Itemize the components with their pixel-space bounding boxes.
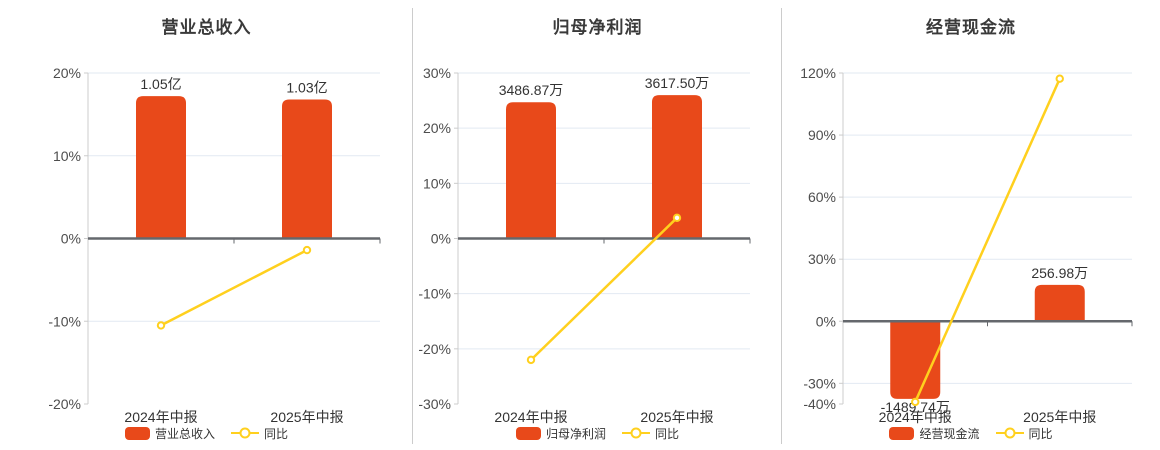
bar-2[interactable] xyxy=(1034,284,1085,322)
bar-value-label: 3486.87万 xyxy=(499,82,564,98)
bar-value-label: 256.98万 xyxy=(1031,265,1088,281)
category-label: 2024年中报 xyxy=(124,409,197,425)
bar-2[interactable] xyxy=(282,99,332,239)
bar-1[interactable] xyxy=(890,321,941,399)
yoy-line-point[interactable] xyxy=(302,245,312,255)
chart-panel-cash-flow: 经营现金流 120% 90% 60% 30% 0% -30% -40% -1489.74万 25… xyxy=(782,0,1160,450)
bar-swatch-icon xyxy=(124,426,150,440)
bar-swatch-icon xyxy=(889,426,915,440)
bar-value-label: -1489.74万 xyxy=(881,399,950,415)
bar-value-label: 1.03亿 xyxy=(286,79,327,95)
chart-panel-revenue: 营业总收入 20% 10% 0% -10% -20% 1.05亿 1.03亿 2024年中报 2… xyxy=(0,0,413,450)
chart-legend-revenue: 营业总收入 同比 xyxy=(0,425,413,441)
y-tick-label: 120% xyxy=(800,65,836,81)
chart-plot-cash-flow: 120% 90% 60% 30% 0% -30% -40% -1489.74万 256.98万 2… xyxy=(800,65,1133,425)
legend-label-line-series: 同比 xyxy=(264,426,289,441)
yoy-line-point[interactable] xyxy=(156,321,166,330)
yoy-line-marker-icon xyxy=(622,427,650,439)
legend-label-bar-series: 经营现金流 xyxy=(919,426,980,441)
category-label: 2025年中报 xyxy=(270,409,343,425)
yoy-line[interactable] xyxy=(160,248,308,327)
yoy-line-point[interactable] xyxy=(1055,74,1064,83)
y-tick-label: 0% xyxy=(431,231,451,247)
legend-label-line-series: 同比 xyxy=(1028,426,1053,441)
chart-panel-net-profit: 归母净利润 30% 20% 10% 0% -10% -20% -30% 3486.87万 361… xyxy=(413,0,782,450)
y-tick-label: -10% xyxy=(48,313,81,329)
y-tick-label: 10% xyxy=(53,148,81,164)
chart-legend-net-profit: 归母净利润 同比 xyxy=(413,425,782,441)
bar-1[interactable] xyxy=(506,102,556,239)
y-tick-label: 0% xyxy=(61,231,81,247)
y-tick-label: 30% xyxy=(808,251,836,267)
category-label: 2025年中报 xyxy=(640,409,713,425)
yoy-line-marker-icon xyxy=(231,427,259,439)
legend-item-bar-series[interactable]: 营业总收入 xyxy=(124,425,215,442)
y-tick-label: 90% xyxy=(808,127,836,143)
legend-item-bar-series[interactable]: 经营现金流 xyxy=(889,425,980,442)
yoy-line-point[interactable] xyxy=(526,355,536,365)
yoy-line[interactable] xyxy=(914,78,1061,403)
yoy-line[interactable] xyxy=(530,216,678,361)
chart-title-cash-flow: 经营现金流 xyxy=(926,18,1016,37)
chart-title-revenue: 营业总收入 xyxy=(161,18,252,37)
bar-swatch-icon xyxy=(515,426,541,440)
y-tick-label: 0% xyxy=(816,313,836,329)
bar-value-label: 1.05亿 xyxy=(140,76,181,92)
y-tick-label: 10% xyxy=(423,175,451,191)
y-tick-label: -20% xyxy=(418,341,451,357)
y-tick-label: -30% xyxy=(418,396,451,412)
bar-value-label: 3617.50万 xyxy=(645,75,710,91)
y-tick-label: -40% xyxy=(803,396,836,412)
category-label: 2025年中报 xyxy=(1023,409,1096,425)
y-tick-label: 20% xyxy=(53,65,81,81)
legend-label-line-series: 同比 xyxy=(655,426,680,441)
y-tick-label: -20% xyxy=(48,396,81,412)
yoy-line-point[interactable] xyxy=(672,213,682,223)
chart-plot-revenue: 20% 10% 0% -10% -20% 1.05亿 1.03亿 2024年中报 2025年中报 xyxy=(48,65,381,425)
y-tick-label: 30% xyxy=(423,65,451,81)
y-tick-label: 20% xyxy=(423,120,451,136)
legend-item-bar-series[interactable]: 归母净利润 xyxy=(515,425,606,442)
legend-label-bar-series: 归母净利润 xyxy=(545,426,606,441)
y-tick-label: -10% xyxy=(418,286,451,302)
yoy-line-point[interactable] xyxy=(911,397,920,407)
panel-divider xyxy=(781,8,782,444)
legend-item-line-series[interactable]: 同比 xyxy=(622,425,679,442)
yoy-line-marker-icon xyxy=(995,427,1024,439)
panel-divider xyxy=(412,8,413,444)
y-tick-label: 60% xyxy=(808,189,836,205)
legend-item-line-series[interactable]: 同比 xyxy=(231,425,288,442)
category-label: 2024年中报 xyxy=(879,409,952,425)
chart-title-net-profit: 归母净利润 xyxy=(552,18,643,37)
y-tick-label: -30% xyxy=(803,375,836,391)
chart-plot-net-profit: 30% 20% 10% 0% -10% -20% -30% 3486.87万 3617.50万 2… xyxy=(418,65,751,425)
legend-label-bar-series: 营业总收入 xyxy=(154,426,215,441)
legend-item-line-series[interactable]: 同比 xyxy=(995,425,1053,442)
chart-legend-cash-flow: 经营现金流 同比 xyxy=(782,425,1160,441)
bar-2[interactable] xyxy=(652,95,702,239)
bar-1[interactable] xyxy=(136,96,186,239)
category-label: 2024年中报 xyxy=(494,409,567,425)
